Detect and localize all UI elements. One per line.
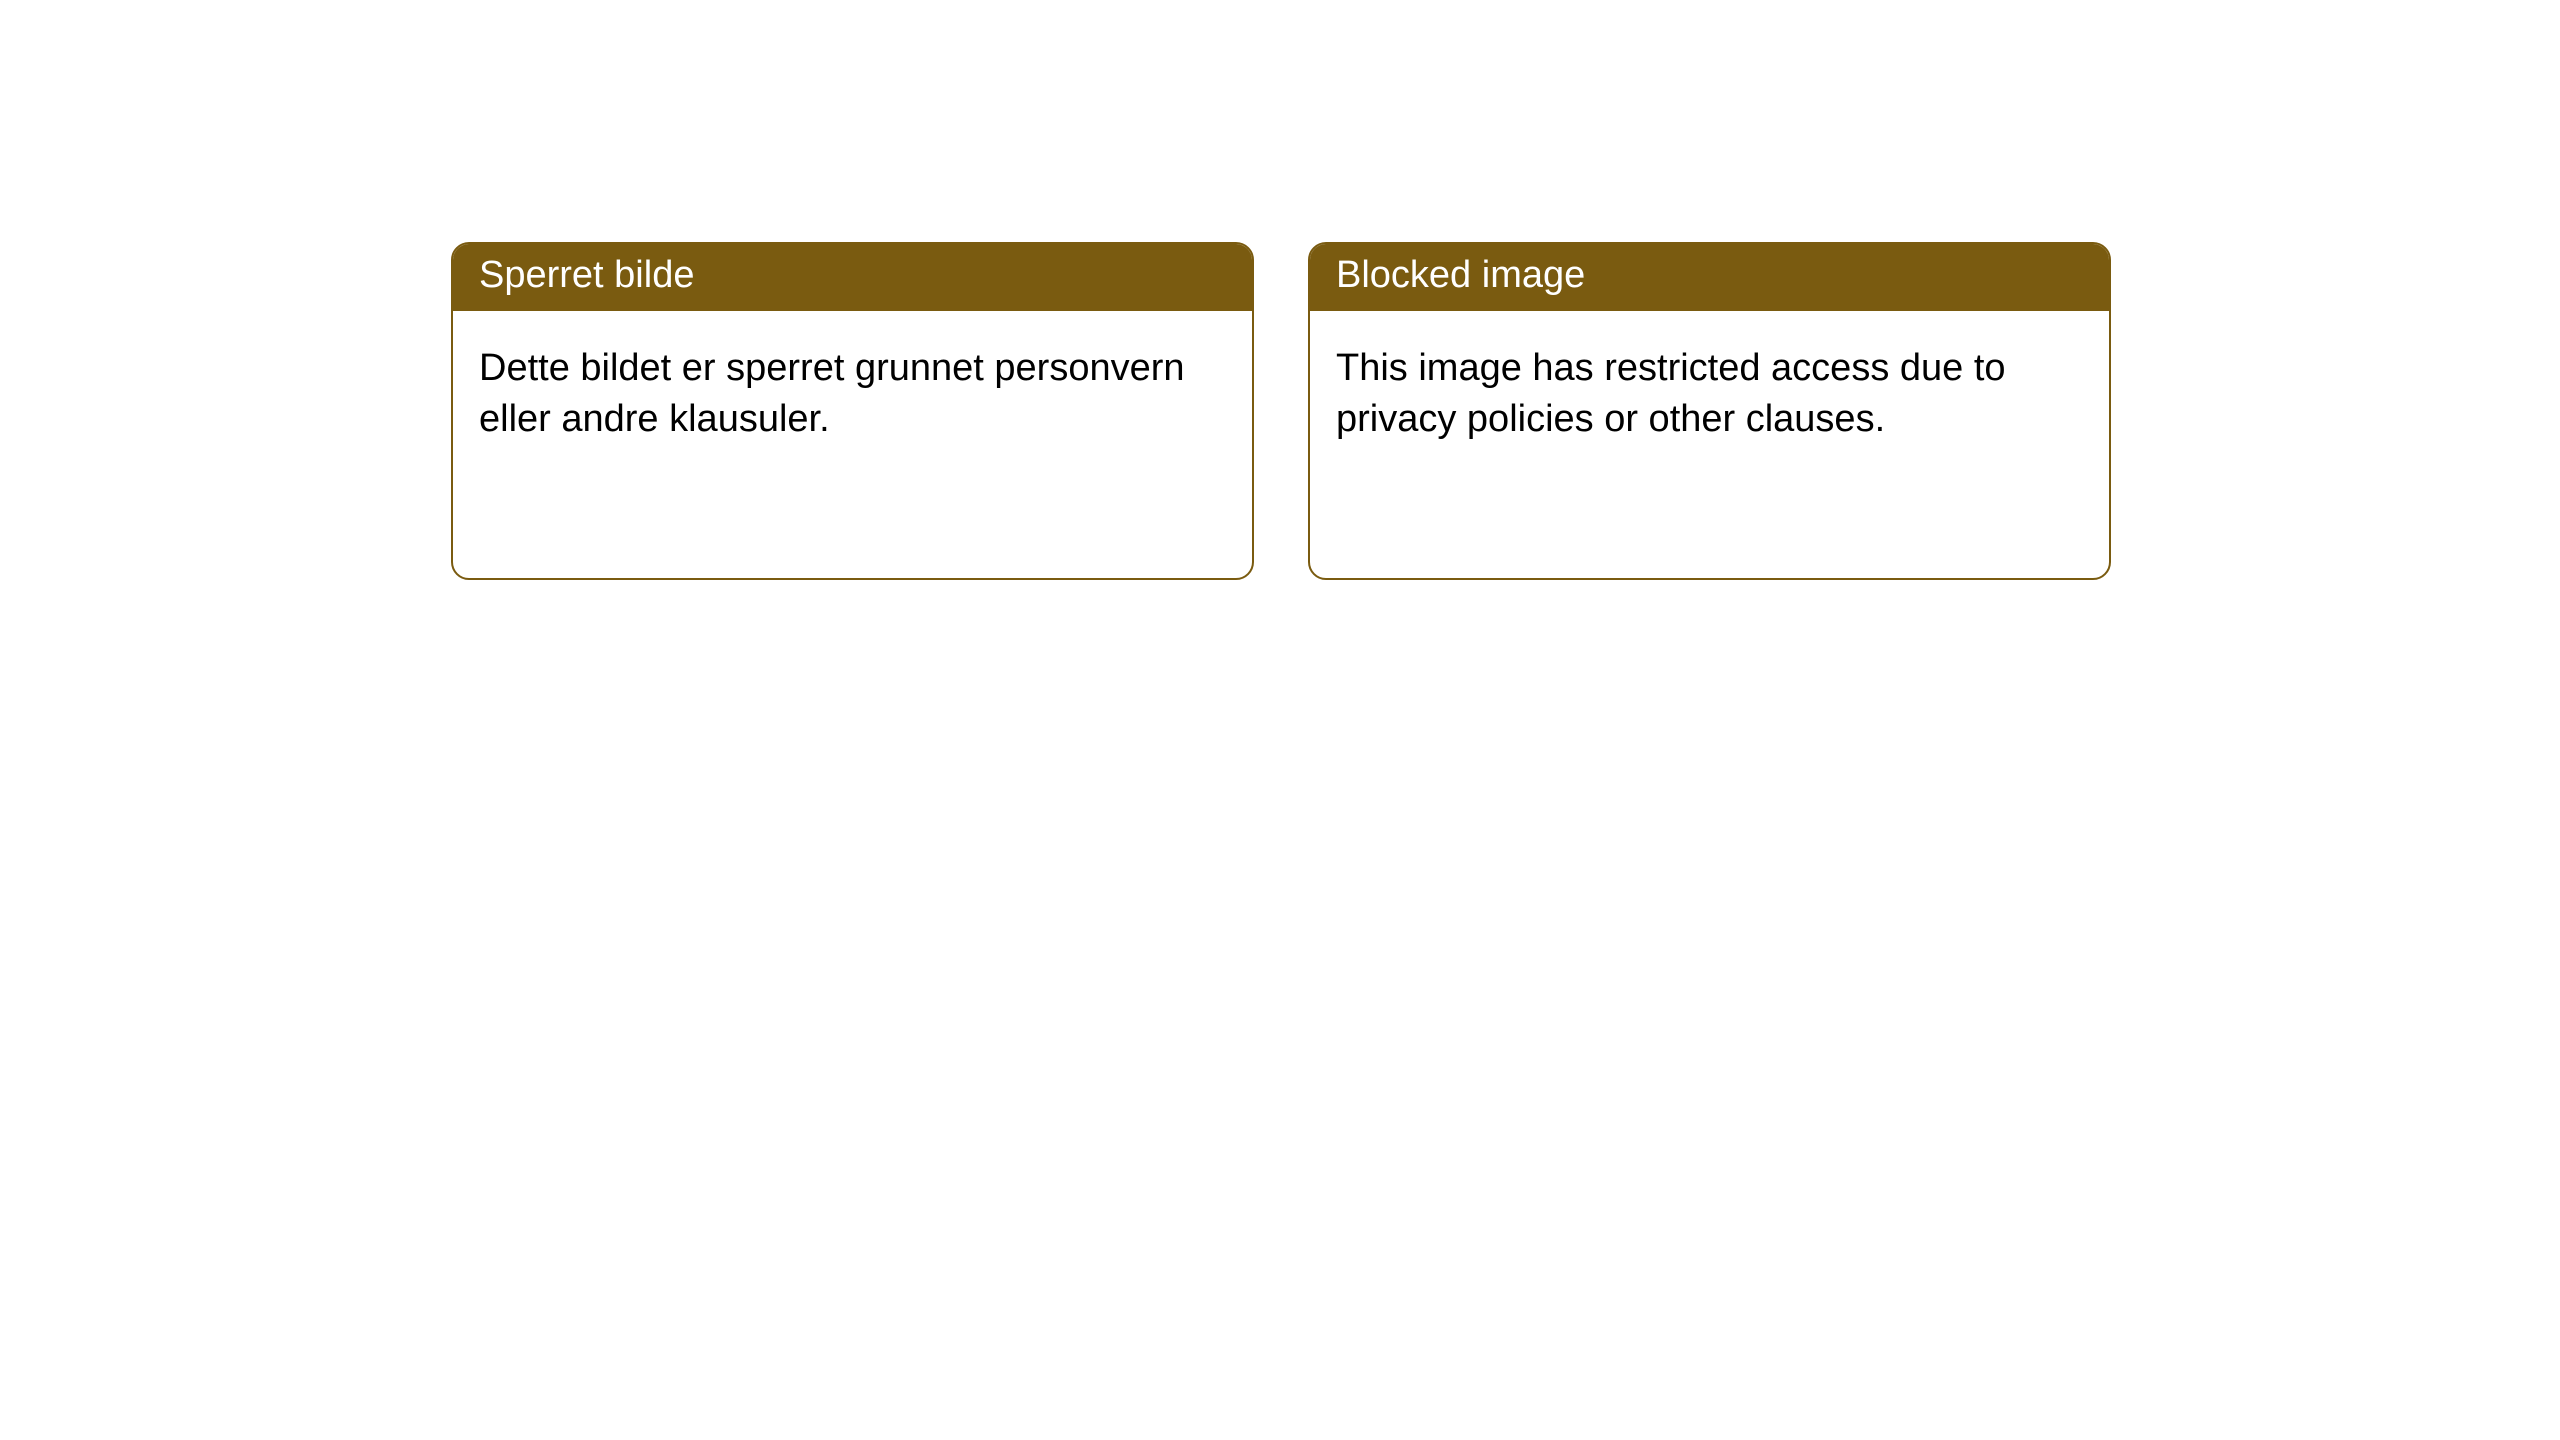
notice-card-norwegian: Sperret bilde Dette bildet er sperret gr… [451, 242, 1254, 580]
notice-header-norwegian: Sperret bilde [453, 244, 1252, 311]
notice-header-english: Blocked image [1310, 244, 2109, 311]
notice-card-english: Blocked image This image has restricted … [1308, 242, 2111, 580]
notice-body-english: This image has restricted access due to … [1310, 311, 2109, 478]
notice-container: Sperret bilde Dette bildet er sperret gr… [0, 0, 2560, 580]
notice-body-norwegian: Dette bildet er sperret grunnet personve… [453, 311, 1252, 478]
